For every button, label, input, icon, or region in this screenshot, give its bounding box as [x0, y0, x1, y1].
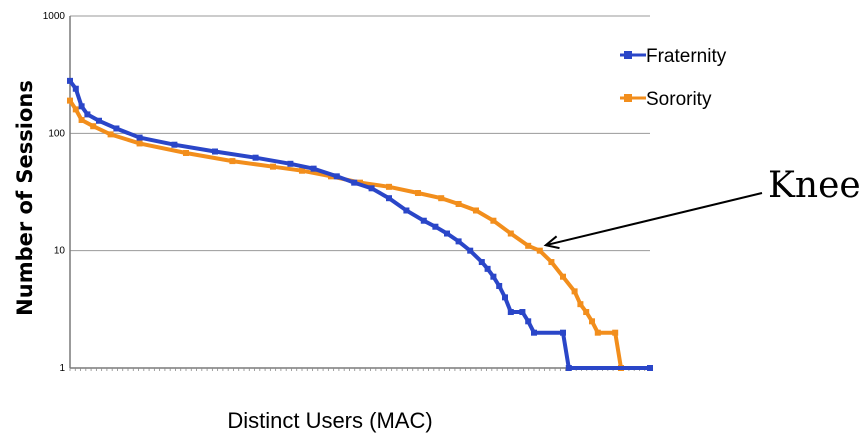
data-point-fraternity	[484, 265, 491, 272]
data-point-sorority	[415, 190, 421, 197]
data-point-sorority	[136, 140, 143, 147]
data-point-sorority	[548, 259, 555, 266]
data-point-sorority	[90, 123, 97, 130]
data-point-sorority	[270, 163, 276, 170]
legend-label-fraternity: Fraternity	[646, 46, 727, 67]
series-lines	[67, 77, 653, 371]
data-point-fraternity	[386, 195, 392, 202]
data-point-sorority	[536, 247, 543, 254]
data-point-fraternity	[78, 103, 85, 110]
data-point-fraternity	[113, 125, 120, 132]
data-point-sorority	[589, 318, 595, 325]
data-point-sorority	[438, 195, 445, 202]
data-point-fraternity	[67, 77, 73, 84]
data-point-sorority	[183, 149, 189, 156]
y-tick-label-10: 10	[54, 246, 66, 257]
data-point-fraternity	[171, 141, 178, 148]
data-point-fraternity	[432, 223, 439, 230]
data-point-fraternity	[310, 165, 317, 172]
data-point-fraternity	[96, 117, 102, 124]
data-point-fraternity	[368, 185, 375, 192]
data-point-fraternity	[560, 329, 566, 336]
data-point-fraternity	[502, 294, 508, 301]
data-point-sorority	[72, 106, 79, 113]
data-point-sorority	[299, 167, 305, 174]
data-point-fraternity	[252, 154, 259, 161]
data-point-fraternity	[455, 238, 462, 245]
data-point-sorority	[583, 309, 590, 316]
y-tick-label-1000: 1000	[43, 11, 66, 22]
series-line-fraternity	[68, 79, 650, 370]
data-point-sorority	[571, 288, 578, 295]
data-point-sorority	[525, 242, 532, 249]
data-point-sorority	[473, 207, 479, 214]
axes: 1 10 100 1000	[43, 11, 651, 374]
data-point-fraternity	[351, 179, 358, 186]
data-point-fraternity	[507, 309, 514, 316]
data-point-sorority	[107, 131, 114, 138]
data-point-fraternity	[84, 111, 91, 118]
data-point-fraternity	[519, 309, 526, 316]
data-point-fraternity	[420, 217, 427, 224]
legend: Fraternity Sorority	[620, 46, 727, 110]
annotation-arrow	[545, 192, 763, 247]
data-point-sorority	[560, 273, 566, 280]
data-point-sorority	[78, 116, 85, 123]
y-tick-label-100: 100	[48, 128, 65, 139]
data-point-fraternity	[287, 160, 294, 167]
data-point-fraternity	[467, 247, 474, 254]
annotation-label: Knee	[768, 165, 860, 206]
data-point-fraternity	[496, 282, 503, 289]
data-point-sorority	[577, 301, 584, 308]
data-point-fraternity	[565, 365, 572, 371]
data-point-fraternity	[444, 230, 450, 237]
data-point-fraternity	[525, 318, 532, 325]
data-point-sorority	[386, 183, 392, 190]
legend-item-fraternity: Fraternity	[620, 46, 727, 67]
grid-lines	[70, 15, 650, 252]
legend-label-sorority: Sorority	[646, 89, 712, 110]
annotation-arrowhead	[543, 235, 560, 250]
y-tick-label-1: 1	[59, 363, 65, 374]
data-point-sorority	[507, 230, 514, 237]
data-point-fraternity	[212, 148, 218, 155]
data-point-sorority	[455, 200, 462, 207]
data-point-fraternity	[72, 85, 79, 92]
data-point-sorority	[612, 329, 619, 336]
legend-item-sorority: Sorority	[620, 89, 712, 110]
data-point-sorority	[594, 329, 601, 336]
data-point-fraternity	[333, 173, 340, 180]
data-point-sorority	[490, 217, 497, 224]
data-point-sorority	[229, 158, 236, 165]
data-point-fraternity	[647, 365, 653, 371]
data-point-sorority	[67, 97, 73, 104]
data-point-fraternity	[136, 134, 143, 141]
data-point-fraternity	[403, 207, 410, 214]
data-point-fraternity	[478, 259, 485, 266]
knee-annotation: Knee	[543, 165, 860, 250]
x-axis-label: Distinct Users (MAC)	[227, 408, 432, 433]
data-point-fraternity	[531, 329, 537, 336]
data-point-fraternity	[490, 273, 497, 280]
y-axis-label: Number of Sessions	[13, 80, 37, 316]
